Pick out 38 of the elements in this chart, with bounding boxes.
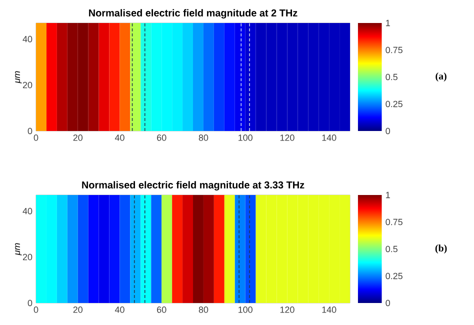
color-bar-label: 0 xyxy=(386,128,390,134)
x-tick-label: 60 xyxy=(157,134,166,141)
x-tick-label: 120 xyxy=(280,134,294,141)
y-tick-label: 40 xyxy=(22,36,32,42)
x-tick-label: 0 xyxy=(34,134,38,141)
x-tick-label: 100 xyxy=(238,134,252,141)
chart-title: Normalised electric field magnitude at 2 THz xyxy=(89,9,298,18)
x-tick-label: 40 xyxy=(114,134,124,141)
color-bar-label: 0.5 xyxy=(386,74,398,80)
y-axis-title: μm xyxy=(15,71,22,84)
x-tick-label: 40 xyxy=(114,306,124,313)
x-tick-label: 60 xyxy=(157,306,166,313)
text: (b) xyxy=(435,244,447,254)
x-tick-label: 80 xyxy=(198,134,208,141)
x-tick-label: 100 xyxy=(238,306,252,313)
x-tick-label: 140 xyxy=(322,306,336,313)
color-bar-label: 0 xyxy=(386,300,390,306)
y-tick-label: 40 xyxy=(22,208,32,214)
color-bar-label: 0.25 xyxy=(386,100,402,108)
y-tick-label: 20 xyxy=(22,254,32,260)
color-bar-label: 0.75 xyxy=(386,218,402,226)
chart-title: Normalised electric field magnitude at 3.33 THz xyxy=(82,181,304,190)
x-tick-label: 0 xyxy=(34,306,38,313)
x-tick-label: 120 xyxy=(280,306,294,313)
color-bar-label: 0.75 xyxy=(386,46,402,54)
x-tick-label: 80 xyxy=(198,306,208,313)
x-tick-label: 20 xyxy=(73,306,83,313)
y-tick-label: 0 xyxy=(28,128,32,134)
color-bar-label: 1 xyxy=(386,192,390,198)
y-tick-label: 20 xyxy=(22,82,32,88)
y-tick-label: 0 xyxy=(28,300,32,306)
x-tick-label: 20 xyxy=(73,134,83,141)
color-bar-label: 0.25 xyxy=(386,272,402,280)
color-bar-label: 1 xyxy=(386,20,390,26)
x-tick-label: 140 xyxy=(322,134,336,141)
color-bar-label: 0.5 xyxy=(386,246,398,252)
y-axis-title: μm xyxy=(15,243,22,256)
text: (a) xyxy=(436,72,446,82)
